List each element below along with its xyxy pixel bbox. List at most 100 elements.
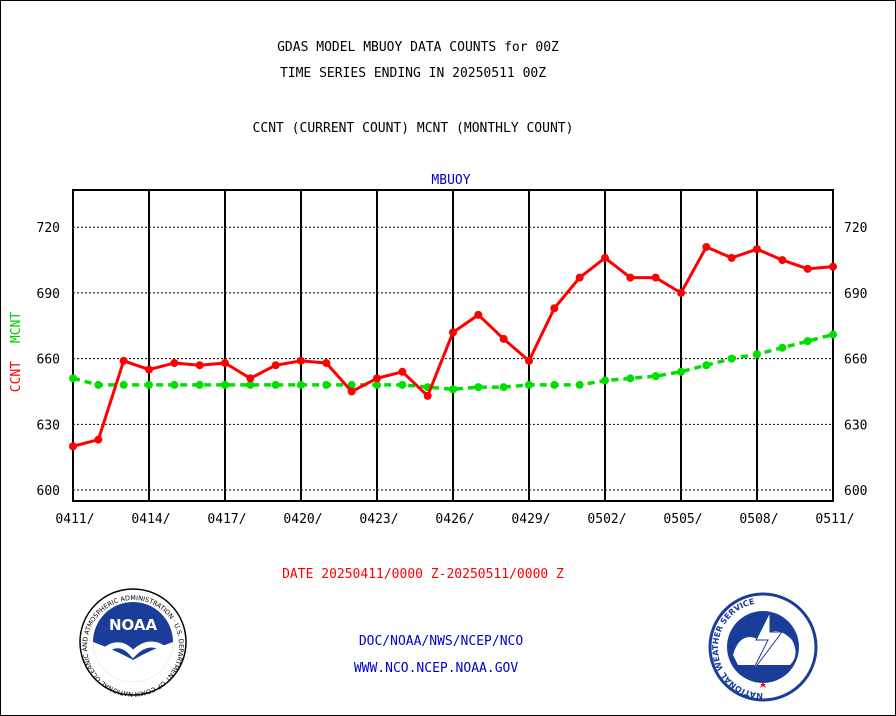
data-point-mcnt <box>347 380 356 389</box>
x-tick-labels: 0411/0414/0417/0420/0423/0426/0429/0502/… <box>55 512 854 527</box>
data-point-mcnt <box>829 330 837 339</box>
data-point-ccnt <box>474 310 483 319</box>
data-point-mcnt <box>170 380 179 389</box>
y-tick-label-left: 720 <box>37 221 60 236</box>
data-point-ccnt <box>271 361 280 370</box>
data-point-mcnt <box>145 380 153 389</box>
x-tick-label: 0411/ <box>55 512 94 527</box>
y-tick-label-left: 600 <box>37 484 60 499</box>
data-point-ccnt <box>829 262 837 271</box>
data-point-ccnt <box>677 288 685 297</box>
data-point-ccnt <box>195 361 204 370</box>
plot-title: MBUOY <box>431 173 470 188</box>
date-range-label: DATE 20250411/0000 Z-20250511/0000 Z <box>282 567 564 582</box>
data-point-ccnt <box>94 435 103 444</box>
data-point-mcnt <box>221 380 229 389</box>
data-point-ccnt <box>297 356 305 365</box>
data-point-mcnt <box>499 383 508 392</box>
data-point-ccnt <box>347 387 356 396</box>
data-point-mcnt <box>601 376 609 385</box>
data-point-mcnt <box>727 354 736 363</box>
y-axis-label: CCNT MCNT <box>9 312 24 393</box>
svg-text:CCNT MCNT: CCNT MCNT <box>9 312 24 393</box>
data-point-mcnt <box>550 380 559 389</box>
noaa-ring-text: NATIONAL OCEANIC AND ATMOSPHERIC ADMINIS… <box>0 0 185 698</box>
y-tick-label-right: 630 <box>844 418 867 433</box>
data-point-ccnt <box>119 356 128 365</box>
data-point-mcnt <box>297 380 305 389</box>
data-point-mcnt <box>702 361 711 370</box>
data-point-mcnt <box>195 380 204 389</box>
y-tick-label-left: 660 <box>37 353 60 368</box>
data-point-ccnt <box>221 359 229 368</box>
data-point-mcnt <box>398 380 407 389</box>
data-point-ccnt <box>170 359 179 368</box>
data-point-mcnt <box>626 374 635 383</box>
chart-title-line2: TIME SERIES ENDING IN 20250511 00Z <box>280 66 546 81</box>
x-tick-label: 0414/ <box>131 512 170 527</box>
x-tick-label: 0426/ <box>435 512 474 527</box>
data-point-mcnt <box>677 367 685 376</box>
data-point-mcnt <box>449 385 457 394</box>
y-tick-label-right: 660 <box>844 353 867 368</box>
data-point-mcnt <box>119 380 128 389</box>
data-point-ccnt <box>423 391 432 400</box>
plot-border <box>72 189 834 502</box>
data-point-ccnt <box>753 245 761 254</box>
x-tick-label: 0423/ <box>359 512 398 527</box>
data-point-mcnt <box>94 380 103 389</box>
data-point-mcnt <box>753 350 761 359</box>
series-layer <box>69 242 837 451</box>
url-label: WWW.NCO.NCEP.NOAA.GOV <box>354 661 519 676</box>
data-point-ccnt <box>727 253 736 262</box>
x-tick-label: 0511/ <box>815 512 854 527</box>
data-point-mcnt <box>373 380 381 389</box>
data-point-ccnt <box>601 253 609 262</box>
data-point-ccnt <box>702 242 711 251</box>
data-point-ccnt <box>449 328 457 337</box>
x-tick-label: 0420/ <box>283 512 322 527</box>
y-tick-label-right: 690 <box>844 287 867 302</box>
x-tick-label: 0505/ <box>663 512 702 527</box>
x-tick-label: 0502/ <box>587 512 626 527</box>
data-point-ccnt <box>69 442 77 451</box>
data-point-ccnt <box>398 367 407 376</box>
noaa-logo: NATIONAL OCEANIC AND ATMOSPHERIC ADMINIS… <box>0 0 187 698</box>
x-tick-label: 0508/ <box>739 512 778 527</box>
plot-grid <box>73 190 833 501</box>
data-point-mcnt <box>778 343 787 352</box>
nws-logo: NATIONAL WEATHER SERVICE <box>708 592 818 702</box>
data-point-ccnt <box>525 356 533 365</box>
svg-text:NATIONAL OCEANIC AND ATMOSPHER: NATIONAL OCEANIC AND ATMOSPHERIC ADMINIS… <box>0 0 185 698</box>
data-point-ccnt <box>803 264 812 273</box>
data-point-ccnt <box>626 273 635 282</box>
y-axis-label-mcnt: MCNT <box>9 312 24 343</box>
data-point-mcnt <box>651 372 660 381</box>
data-point-ccnt <box>373 374 381 383</box>
data-point-mcnt <box>69 374 77 383</box>
data-point-mcnt <box>246 380 255 389</box>
y-axis-label-ccnt: CCNT <box>9 361 24 392</box>
data-point-mcnt <box>803 337 812 346</box>
data-point-ccnt <box>651 273 660 282</box>
data-point-ccnt <box>322 359 331 368</box>
noaa-logo-text: NOAA <box>109 616 158 634</box>
y-tick-label-right: 720 <box>844 221 867 236</box>
y-tick-label-left: 630 <box>37 418 60 433</box>
data-point-mcnt <box>474 383 483 392</box>
data-point-mcnt <box>525 380 533 389</box>
data-point-ccnt <box>550 304 559 313</box>
data-point-ccnt <box>145 365 153 374</box>
chart-subtitle: CCNT (CURRENT COUNT) MCNT (MONTHLY COUNT… <box>253 121 574 136</box>
chart-title-line1: GDAS MODEL MBUOY DATA COUNTS for 00Z <box>277 40 559 55</box>
data-point-ccnt <box>778 256 787 265</box>
data-point-ccnt <box>246 374 255 383</box>
data-point-mcnt <box>575 380 584 389</box>
x-tick-label: 0417/ <box>207 512 246 527</box>
data-point-ccnt <box>499 334 508 343</box>
data-point-mcnt <box>322 380 331 389</box>
x-tick-label: 0429/ <box>511 512 550 527</box>
org-label: DOC/NOAA/NWS/NCEP/NCO <box>359 634 524 649</box>
y-tick-labels: 600 600 630 630 660 660 690 690 720 720 <box>37 221 868 499</box>
